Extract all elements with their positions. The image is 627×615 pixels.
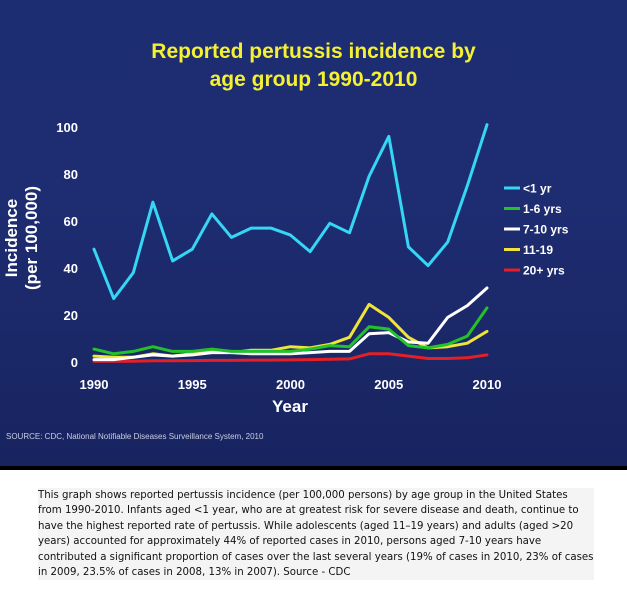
line-chart: 0 20 40 60 80 100 1990 1995 2000 2005 2010 <1 yr 1-… xyxy=(56,120,569,392)
x-tick-label: 2010 xyxy=(473,377,502,392)
caption-panel: This graph shows reported pertussis inci… xyxy=(0,470,627,615)
series-line xyxy=(92,352,489,363)
chart-title-line-2: age group 1990-2010 xyxy=(209,68,418,91)
chart-title-line-1: Reported pertussis incidence by xyxy=(151,40,476,63)
y-tick-label: 60 xyxy=(64,214,78,229)
legend-label: <1 yr xyxy=(523,182,552,196)
x-axis-label: Year xyxy=(272,397,308,416)
x-tick-label: 2000 xyxy=(276,377,305,392)
y-tick-label: 40 xyxy=(64,261,78,276)
x-tick-label: 1990 xyxy=(80,377,109,392)
series-line xyxy=(92,123,489,301)
legend-label: 11-19 xyxy=(523,243,553,257)
chart-axes: 0 20 40 60 80 100 1990 1995 2000 2005 2010 xyxy=(56,120,501,392)
series-line xyxy=(92,286,489,362)
chart-slide: Reported pertussis incidence by age grou… xyxy=(0,0,627,466)
chart-legend: <1 yr 1-6 yrs 7-10 yrs 11-19 20+ yrs xyxy=(504,182,569,278)
chart-title: Reported pertussis incidence by age grou… xyxy=(0,38,627,94)
legend-label: 1-6 yrs xyxy=(523,202,562,216)
legend-label: 7-10 yrs xyxy=(523,223,569,237)
x-tick-label: 1995 xyxy=(178,377,207,392)
y-tick-label: 80 xyxy=(64,167,78,182)
y-tick-label: 0 xyxy=(71,355,78,370)
chart-series-lines xyxy=(92,123,489,363)
y-tick-label: 20 xyxy=(64,308,78,323)
source-note: SOURCE: CDC, National Notifiable Disease… xyxy=(6,432,264,441)
y-tick-label: 100 xyxy=(56,120,78,135)
series-line xyxy=(92,306,489,356)
legend-label: 20+ yrs xyxy=(523,264,565,278)
x-tick-label: 2005 xyxy=(374,377,403,392)
caption-text: This graph shows reported pertussis inci… xyxy=(38,488,594,581)
